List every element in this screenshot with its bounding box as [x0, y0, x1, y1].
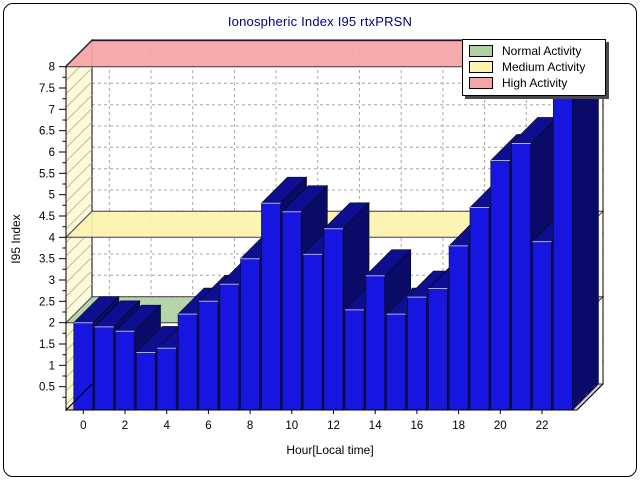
legend-item-medium: Medium Activity: [469, 59, 599, 75]
svg-text:1.5: 1.5: [39, 339, 55, 351]
x-tick-labels: 0 2 4 6 8 10 12 14 16 18 20 22: [80, 420, 548, 432]
bars: [72, 61, 600, 411]
svg-text:5.5: 5.5: [39, 168, 55, 180]
svg-text:3.5: 3.5: [39, 254, 55, 266]
svg-text:2: 2: [122, 420, 128, 432]
medium-activity-swatch: [469, 61, 493, 73]
legend: Normal Activity Medium Activity High Act…: [462, 39, 606, 96]
svg-text:7.5: 7.5: [39, 83, 55, 95]
legend-label: Normal Activity: [502, 44, 582, 58]
high-activity-swatch: [469, 77, 493, 89]
svg-text:6.5: 6.5: [39, 126, 55, 138]
svg-text:18: 18: [452, 420, 465, 432]
svg-text:4.5: 4.5: [39, 211, 55, 223]
x-axis-title: Hour[Local time]: [286, 443, 374, 457]
svg-text:0: 0: [80, 420, 86, 432]
svg-text:2.5: 2.5: [39, 296, 55, 308]
normal-activity-swatch: [469, 45, 493, 57]
chart-title: Ionospheric Index I95 rtxPRSN: [227, 14, 413, 29]
svg-text:3: 3: [49, 275, 55, 287]
svg-text:14: 14: [369, 420, 382, 432]
svg-text:22: 22: [536, 420, 549, 432]
svg-text:4: 4: [49, 232, 56, 244]
svg-text:8: 8: [247, 420, 253, 432]
svg-text:2: 2: [49, 318, 55, 330]
y-axis: [59, 66, 66, 398]
svg-text:5: 5: [49, 190, 55, 202]
svg-text:16: 16: [411, 420, 424, 432]
svg-text:6: 6: [205, 420, 211, 432]
svg-text:0.5: 0.5: [39, 382, 55, 394]
svg-text:10: 10: [285, 420, 298, 432]
svg-text:1: 1: [49, 360, 55, 372]
svg-text:7: 7: [49, 104, 55, 116]
svg-text:6: 6: [49, 147, 55, 159]
legend-item-high: High Activity: [469, 75, 599, 91]
x-axis: [82, 410, 543, 414]
legend-label: Medium Activity: [502, 60, 586, 74]
y-tick-labels: 0.5 1 1.5 2 2.5 3 3.5 4 4.5 5 5.5 6 6.5 7 7.5 8: [39, 62, 56, 394]
svg-text:4: 4: [163, 420, 170, 432]
svg-text:8: 8: [49, 62, 55, 74]
bar-hour-23: [552, 61, 600, 411]
legend-label: High Activity: [502, 76, 568, 90]
svg-text:12: 12: [327, 420, 340, 432]
y-axis-title: I95 Index: [9, 214, 23, 264]
legend-item-normal: Normal Activity: [469, 43, 599, 59]
svg-text:20: 20: [494, 420, 507, 432]
